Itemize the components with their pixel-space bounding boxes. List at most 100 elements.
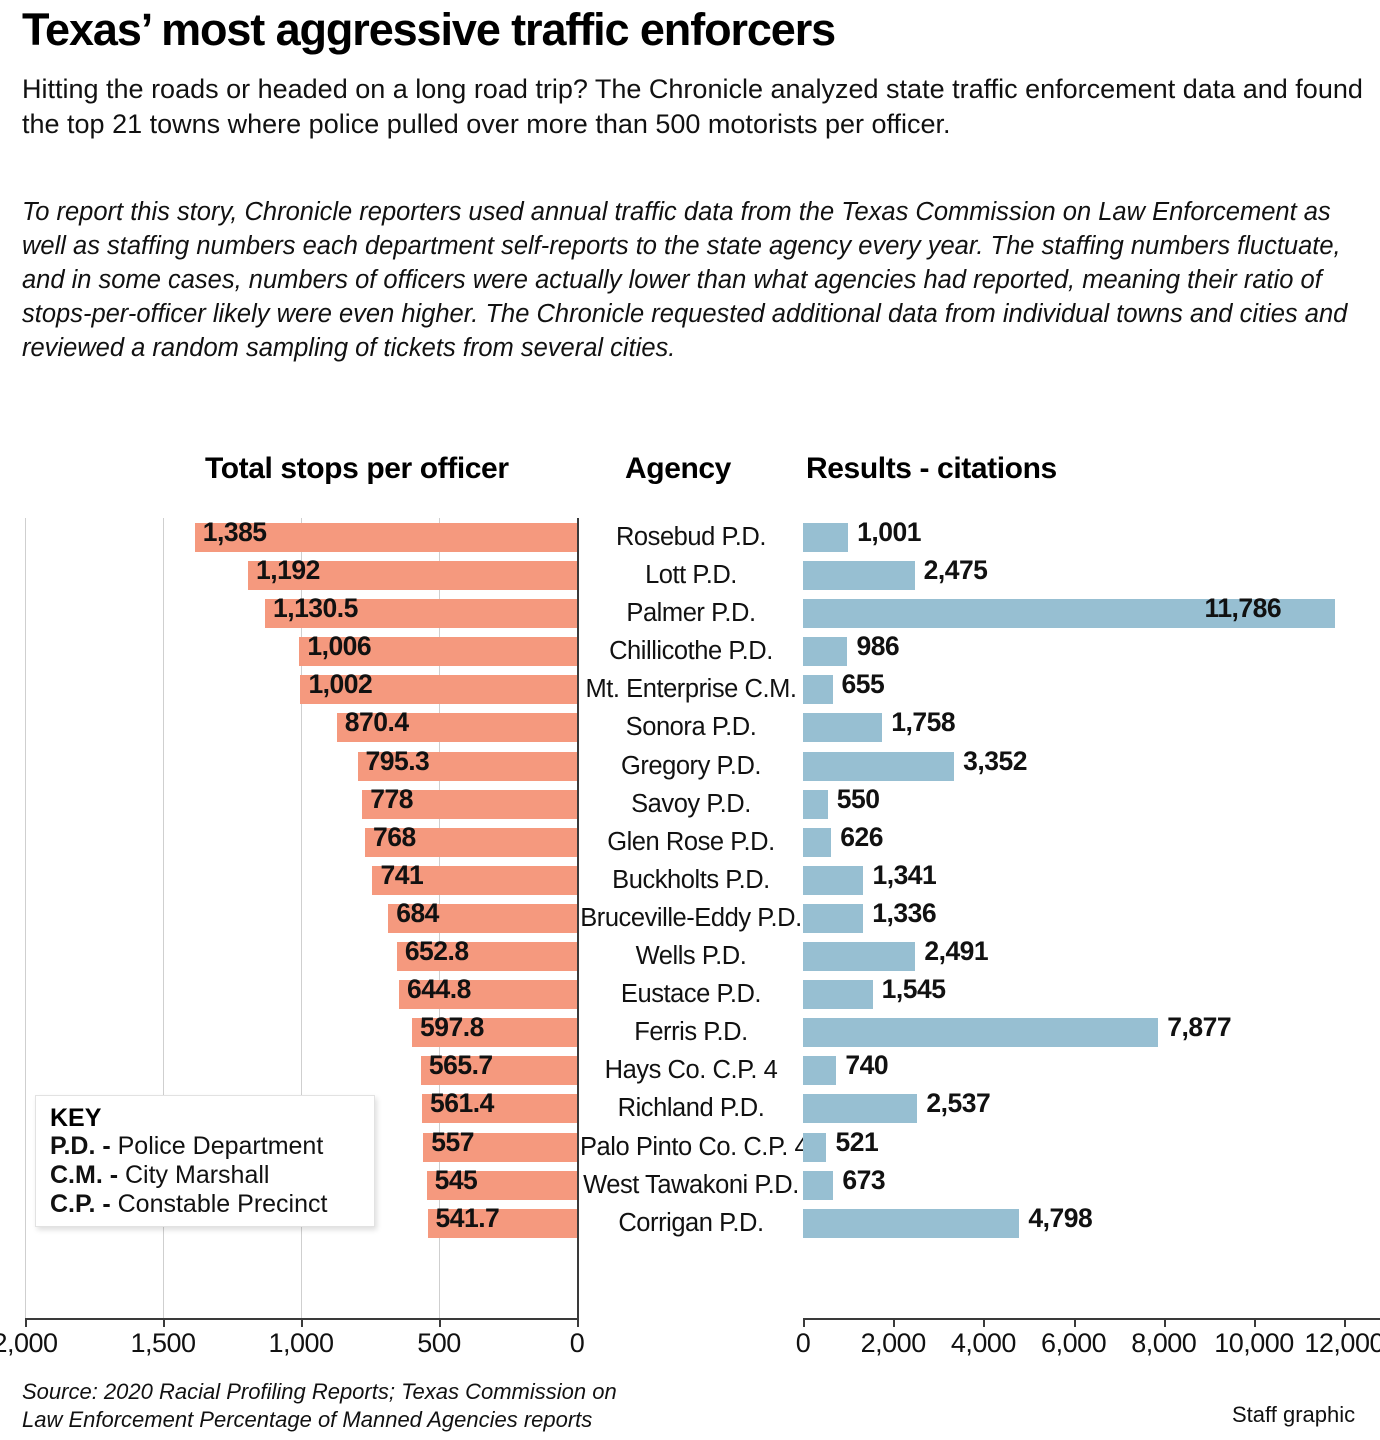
stops-value-label: 870.4	[344, 707, 409, 738]
stops-axis-tick-label: 2,000	[0, 1328, 58, 1358]
citations-bar-row: 4,798	[800, 1203, 1380, 1242]
citations-bar-row: 740	[800, 1050, 1380, 1089]
citations-bar	[803, 637, 848, 667]
citations-value-label: 1,336	[872, 897, 937, 928]
stops-bar-row: 1,006	[0, 631, 600, 670]
citations-axis-tick-label: 10,000	[1214, 1328, 1294, 1358]
stops-bar	[264, 599, 577, 629]
citations-value-label: 7,877	[1167, 1012, 1232, 1043]
page-title: Texas’ most aggressive traffic enforcers	[22, 4, 836, 55]
stops-chart-plot: 1,385 1,192 1,130.5 1,006 1,002 870.4 795.3 778…	[0, 517, 600, 1318]
stops-bar-row: 597.8	[0, 1012, 600, 1051]
citations-axis-tick	[1073, 1318, 1076, 1327]
citations-bar-row: 1,545	[800, 974, 1380, 1013]
stops-value-label: 644.8	[407, 974, 471, 1005]
citations-bar	[803, 865, 864, 895]
stops-bar-row: 565.7	[0, 1050, 600, 1089]
stops-value-label: 557	[431, 1126, 474, 1157]
source-note: Source: 2020 Racial Profiling Reports; T…	[22, 1378, 782, 1433]
stops-bar-row: 644.8	[0, 974, 600, 1013]
citations-value-label: 1,545	[881, 974, 946, 1005]
citations-bar-row: 1,341	[800, 859, 1380, 899]
agency-name-label: Palmer P.D.	[626, 599, 756, 628]
citations-bar-row: 626	[800, 821, 1380, 861]
citations-axis-line	[803, 1318, 1380, 1320]
key-entry-cp: C.P. - Constable Precinct	[50, 1190, 360, 1219]
stops-axis-tick-label: 1,500	[130, 1328, 196, 1358]
citations-bar	[803, 942, 916, 972]
agency-name-label: Chillicothe P.D.	[609, 637, 773, 666]
citations-value-label: 550	[836, 783, 880, 814]
stops-gridline-0	[577, 518, 579, 1318]
agency-name-label: Rosebud P.D.	[615, 523, 767, 551]
agency-name-label: Glen Rose P.D.	[607, 827, 775, 856]
stops-value-label: 795.3	[365, 745, 430, 776]
stops-bar	[426, 1170, 577, 1200]
agency-name-label: Wells P.D.	[635, 942, 747, 971]
key-abbr-cp: C.P. -	[50, 1190, 111, 1218]
stops-axis-tick-label: 0	[569, 1328, 585, 1358]
citations-value-label: 626	[840, 821, 883, 852]
stops-bar-row: 561.4	[0, 1088, 600, 1127]
stops-bar-row: 1,130.5	[0, 593, 600, 632]
citations-value-label: 2,475	[923, 555, 988, 586]
stops-bar	[412, 1018, 577, 1048]
stops-bar	[388, 903, 577, 933]
citations-bar-row: 2,491	[800, 936, 1380, 975]
citations-value-label: 521	[835, 1126, 879, 1157]
citations-bar-row: 673	[800, 1165, 1380, 1204]
stops-value-label: 768	[373, 821, 416, 852]
key-abbr-pd: P.D. -	[50, 1132, 111, 1160]
methodology-text: To report this story, Chronicle reporter…	[22, 198, 1348, 362]
agency-name-label: Buckholts P.D.	[612, 865, 770, 894]
citations-axis-tick-label: 0	[795, 1328, 811, 1358]
citations-axis-tick-label: 2,000	[860, 1328, 927, 1358]
stops-bar	[420, 1056, 577, 1086]
citations-axis-tick	[1344, 1318, 1347, 1327]
citations-axis-tick-label: 4,000	[950, 1328, 1017, 1358]
key-meaning-cm: City Marshall	[125, 1161, 270, 1189]
stops-value-label: 1,006	[307, 631, 372, 662]
citations-bar	[803, 1056, 837, 1086]
column-header-citations: Results - citations	[806, 452, 1057, 485]
citations-value-label: 1,341	[872, 859, 937, 890]
stops-bar	[399, 980, 577, 1010]
citations-bar	[803, 980, 873, 1010]
citations-bar-row: 1,336	[800, 897, 1380, 937]
stops-bar	[362, 789, 577, 819]
stops-axis-tick	[301, 1318, 303, 1327]
stops-bar	[423, 1132, 577, 1162]
citations-value-label: 3,352	[963, 745, 1027, 776]
stops-axis-tick	[25, 1318, 27, 1327]
stops-bar	[336, 713, 577, 743]
source-line-2: Law Enforcement Percentage of Manned Age…	[22, 1406, 593, 1432]
stops-bar-row: 1,385	[0, 517, 600, 556]
citations-bar-row: 11,786	[800, 593, 1380, 632]
citations-bar	[803, 561, 915, 591]
citations-bar	[803, 1018, 1159, 1048]
citations-bar-row: 655	[800, 669, 1380, 708]
stops-value-label: 741	[380, 859, 424, 890]
stops-value-label: 652.8	[404, 936, 469, 967]
citations-bar	[803, 751, 955, 781]
stops-value-label: 684	[396, 897, 439, 928]
stops-value-label: 1,192	[256, 555, 320, 586]
citations-bar	[803, 827, 832, 857]
citations-value-label: 2,537	[926, 1088, 991, 1119]
citations-value-label: 11,786	[1204, 593, 1282, 624]
citations-bar-row: 2,475	[800, 555, 1380, 594]
citations-bar	[803, 903, 864, 933]
stops-bar	[299, 637, 577, 667]
citations-bar	[803, 599, 1335, 629]
agency-name-label: Hays Co. C.P. 4	[604, 1056, 778, 1085]
stops-bar-row: 741	[0, 859, 600, 899]
stops-axis-tick-label: 1,000	[268, 1328, 334, 1358]
column-header-stops: Total stops per officer	[205, 452, 509, 485]
citations-value-label: 740	[845, 1050, 889, 1081]
agency-name-label: Bruceville-Eddy P.D.	[580, 903, 802, 932]
citations-value-label: 986	[856, 631, 900, 662]
key-entry-pd: P.D. - Police Department	[50, 1132, 360, 1161]
stops-bar	[372, 865, 577, 895]
agency-name-label: Sonora P.D.	[625, 713, 757, 742]
stops-bar-row: 652.8	[0, 936, 600, 975]
